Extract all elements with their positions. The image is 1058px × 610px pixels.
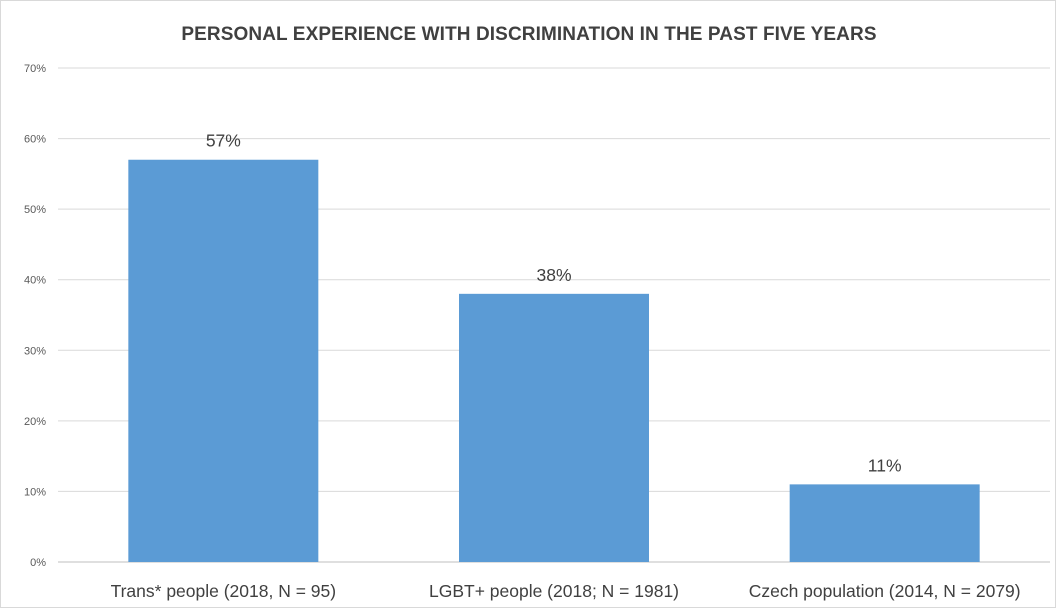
y-tick-label: 50%	[24, 204, 46, 216]
x-category-label: LGBT+ people (2018; N = 1981)	[429, 581, 679, 601]
y-tick-label: 20%	[24, 416, 46, 428]
bar	[459, 293, 649, 562]
y-tick-label: 30%	[24, 345, 46, 357]
y-tick-label: 40%	[24, 275, 46, 287]
y-tick-label: 0%	[30, 557, 46, 569]
data-label: 38%	[536, 265, 571, 285]
x-category-label: Czech population (2014, N = 2079)	[749, 581, 1021, 601]
bar	[128, 159, 319, 562]
data-label: 57%	[206, 131, 241, 151]
chart-title: PERSONAL EXPERIENCE WITH DISCRIMINATION …	[181, 24, 877, 45]
y-tick-label: 70%	[24, 63, 46, 75]
x-category-label: Trans* people (2018, N = 95)	[111, 581, 337, 601]
data-label: 11%	[868, 455, 902, 475]
bar	[789, 484, 980, 562]
y-tick-label: 10%	[24, 486, 46, 498]
y-tick-label: 60%	[24, 134, 46, 146]
